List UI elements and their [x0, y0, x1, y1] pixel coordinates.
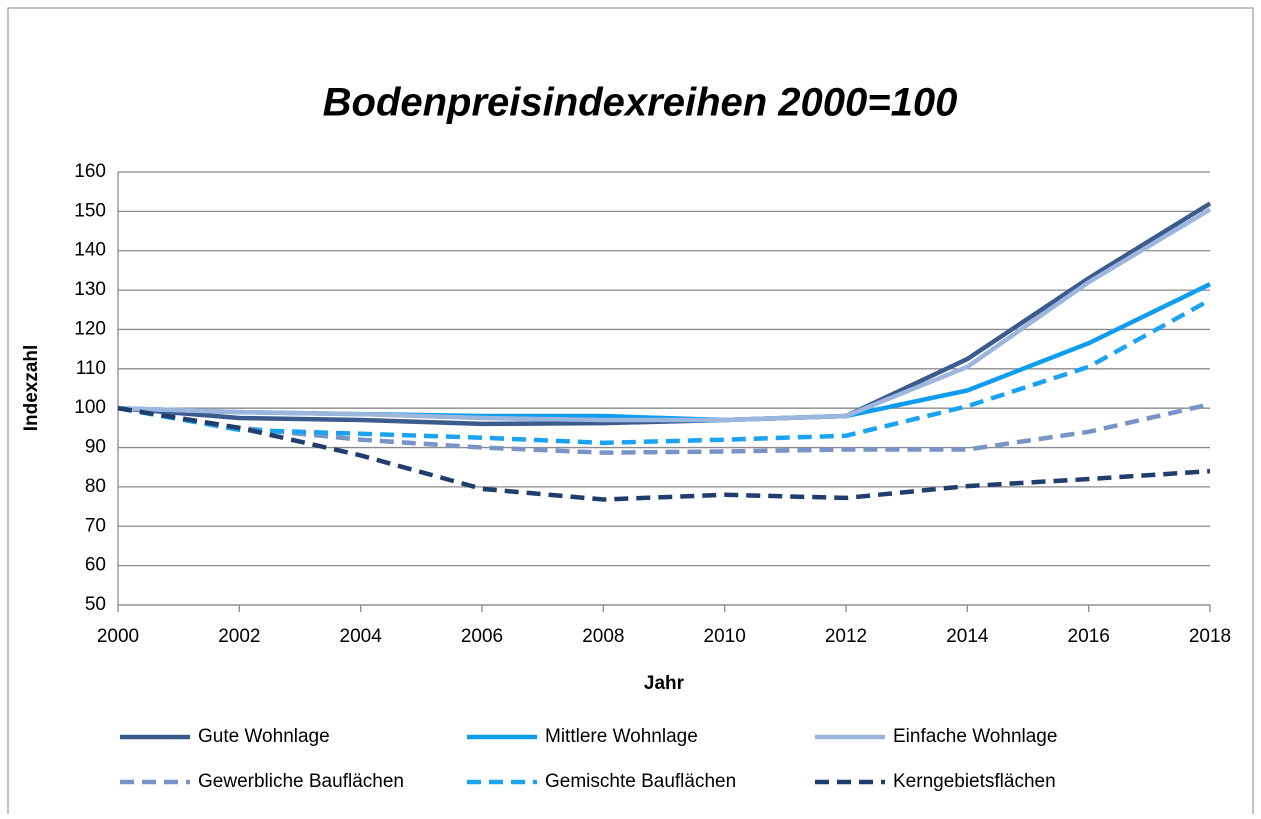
series-line: [117, 207, 1212, 423]
y-tick-label: 130: [74, 279, 106, 300]
x-tick-label: 2014: [946, 626, 989, 647]
y-tick-label: 140: [74, 240, 106, 261]
x-tick-label: 2010: [704, 626, 746, 647]
y-tick-label: 110: [76, 358, 106, 379]
x-tick-label: 2006: [461, 626, 503, 647]
y-tick-label: 160: [74, 161, 106, 182]
x-tick-label: 2004: [340, 626, 383, 647]
y-tick-label: 100: [74, 397, 106, 418]
x-tick-label: 2002: [218, 626, 260, 647]
legend-label: Gewerbliche Bauflächen: [198, 771, 404, 792]
y-tick-label: 80: [85, 476, 106, 497]
y-tick-label: 60: [85, 555, 106, 576]
x-axis-label: Jahr: [644, 673, 685, 694]
x-tick-label: 2000: [97, 626, 139, 647]
chart-frame: [7, 7, 1254, 814]
legend-label: Gemischte Bauflächen: [545, 771, 736, 792]
x-tick-label: 2016: [1068, 626, 1110, 647]
x-tick-label: 2008: [582, 626, 624, 647]
series-line: [117, 297, 1212, 446]
legend-label: Mittlere Wohnlage: [545, 726, 698, 747]
y-tick-label: 90: [85, 437, 106, 458]
legend-label: Kerngebietsflächen: [893, 771, 1056, 792]
legend-label: Gute Wohnlage: [198, 726, 330, 747]
y-axis-label: Indexzahl: [21, 345, 42, 432]
x-tick-label: 2018: [1189, 626, 1231, 647]
series-line: [117, 405, 1211, 502]
x-tick-label: 2012: [825, 626, 867, 647]
chart-title: Bodenpreisindexreihen 2000=100: [323, 81, 958, 125]
y-tick-label: 50: [85, 594, 106, 615]
y-tick-label: 150: [74, 200, 106, 221]
legend-label: Einfache Wohnlage: [893, 726, 1057, 747]
y-tick-label: 120: [74, 318, 106, 339]
y-tick-label: 70: [85, 515, 106, 536]
